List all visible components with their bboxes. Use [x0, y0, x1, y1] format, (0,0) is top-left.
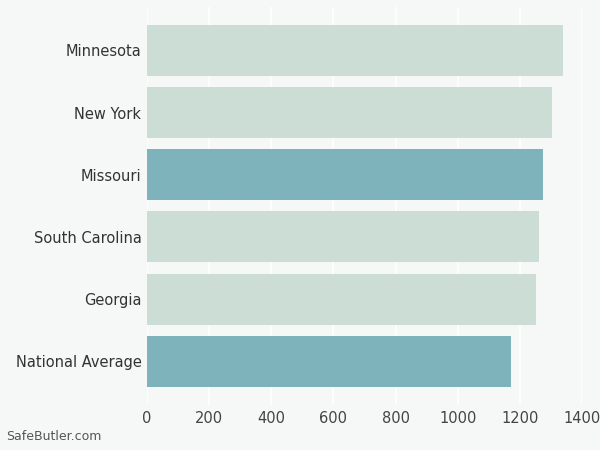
- Bar: [147, 149, 543, 200]
- Bar: [147, 25, 563, 76]
- Bar: [147, 336, 511, 387]
- Text: SafeButler.com: SafeButler.com: [6, 430, 101, 443]
- Bar: [147, 87, 552, 138]
- Bar: [147, 212, 539, 262]
- Bar: [147, 274, 536, 325]
